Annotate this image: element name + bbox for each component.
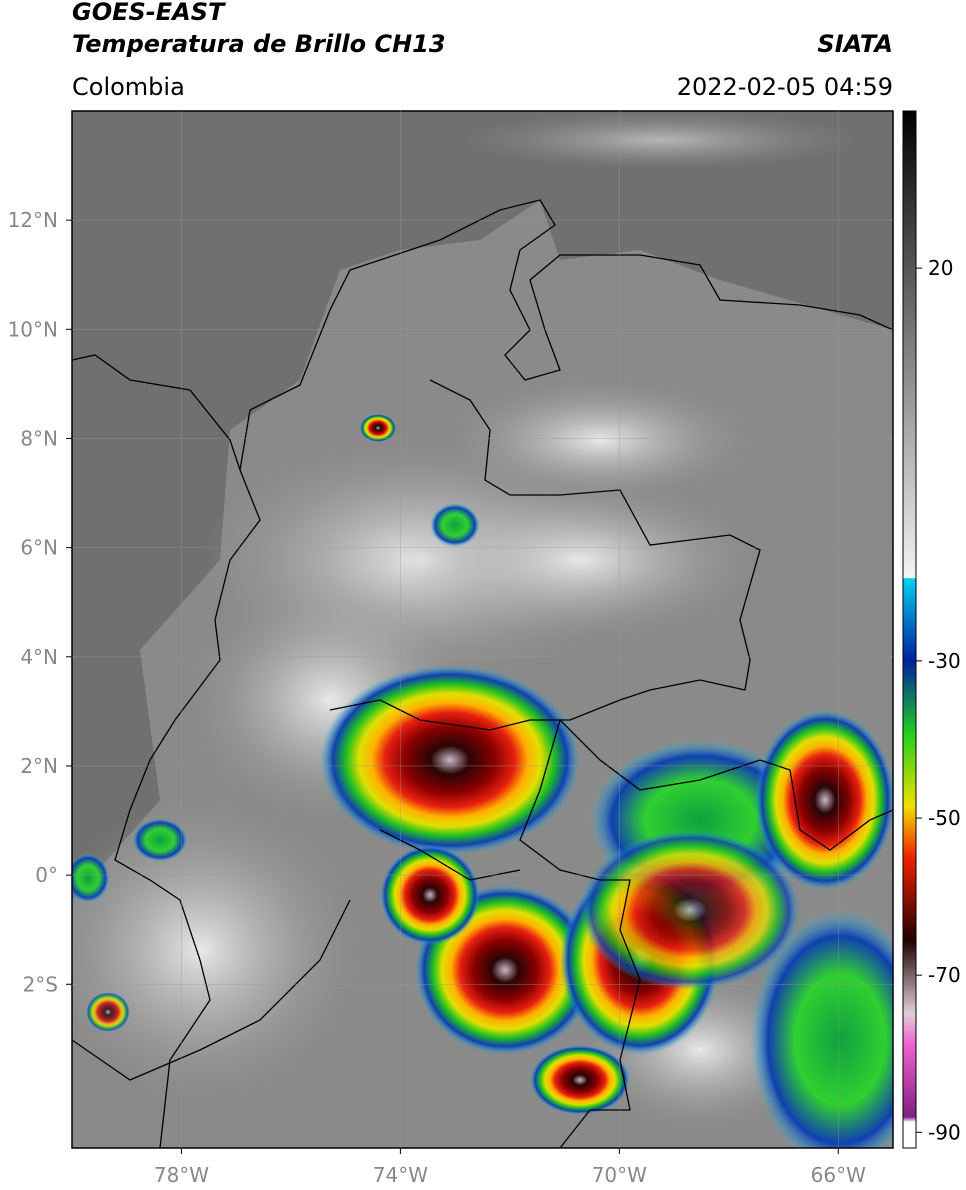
x-tick-label: 70°W: [592, 1163, 647, 1187]
colorbar-tick-label: 20: [928, 256, 953, 280]
y-tick-label: 12°N: [8, 208, 58, 232]
x-tick-label: 78°W: [154, 1163, 209, 1187]
colorbar-tick-label: -50: [928, 806, 961, 830]
y-tick-label: 0°: [35, 863, 58, 887]
y-tick-label: 2°S: [23, 972, 58, 996]
colorbar: [902, 110, 917, 1149]
y-tick-label: 10°N: [8, 317, 58, 341]
colorbar-tick-label: -90: [928, 1120, 961, 1144]
imagery: [72, 111, 893, 1148]
region: Colombia: [72, 73, 185, 101]
x-tick-label: 66°W: [811, 1163, 866, 1187]
y-tick-label: 6°N: [20, 536, 58, 560]
colorbar-tick-label: -30: [928, 649, 961, 673]
colorbar-tick-label: -70: [928, 963, 961, 987]
y-tick-label: 4°N: [20, 645, 58, 669]
title: GOES-EAST: [72, 0, 226, 26]
datetime: 2022-02-05 04:59: [677, 73, 893, 101]
source: SIATA: [817, 30, 893, 58]
x-tick-label: 74°W: [373, 1163, 428, 1187]
subtitle: Temperatura de Brillo CH13: [72, 30, 446, 58]
y-tick-label: 2°N: [20, 754, 58, 778]
map-frame: [71, 110, 894, 1149]
y-tick-label: 8°N: [20, 426, 58, 450]
